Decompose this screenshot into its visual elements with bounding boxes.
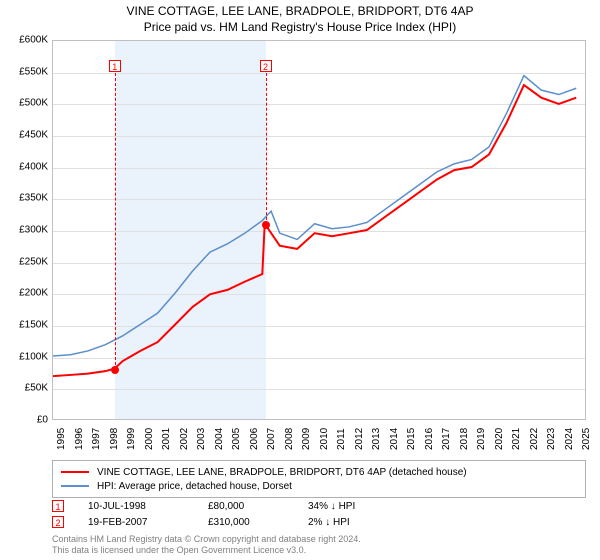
y-axis-label: £550K (2, 66, 48, 77)
x-axis-label: 1996 (74, 428, 85, 450)
x-axis-label: 2024 (564, 428, 575, 450)
chart-title-line1: VINE COTTAGE, LEE LANE, BRADPOLE, BRIDPO… (0, 4, 600, 18)
x-axis-label: 1995 (56, 428, 67, 450)
marker-pct: 2% ↓ HPI (308, 517, 418, 528)
marker-point-dot (262, 221, 270, 229)
legend-swatch (61, 471, 89, 473)
x-axis-label: 2021 (511, 428, 522, 450)
x-axis-label: 2022 (529, 428, 540, 450)
x-axis-label: 2015 (406, 428, 417, 450)
x-axis-label: 2023 (546, 428, 557, 450)
x-axis-label: 2007 (266, 428, 277, 450)
x-axis-label: 2005 (231, 428, 242, 450)
marker-price: £310,000 (208, 517, 308, 528)
marker-date: 10-JUL-1998 (88, 501, 208, 512)
y-axis-label: £0 (2, 415, 48, 426)
x-axis-label: 2004 (214, 428, 225, 450)
legend-box: VINE COTTAGE, LEE LANE, BRADPOLE, BRIDPO… (52, 460, 586, 498)
marker-dash-line (115, 73, 116, 370)
x-axis-label: 2014 (389, 428, 400, 450)
marker-price: £80,000 (208, 501, 308, 512)
x-axis-label: 2001 (161, 428, 172, 450)
y-axis-label: £300K (2, 225, 48, 236)
chart-title-line2: Price paid vs. HM Land Registry's House … (0, 20, 600, 34)
marker-id-box: 1 (52, 500, 64, 512)
footer-attribution: Contains HM Land Registry data © Crown c… (52, 534, 361, 556)
legend-swatch (61, 485, 89, 487)
y-axis-label: £500K (2, 98, 48, 109)
markers-row: 1 10-JUL-1998 £80,000 34% ↓ HPI (52, 498, 586, 514)
x-axis-label: 2020 (494, 428, 505, 450)
x-axis-label: 2010 (319, 428, 330, 450)
x-axis-label: 1997 (91, 428, 102, 450)
markers-table: 1 10-JUL-1998 £80,000 34% ↓ HPI 2 19-FEB… (52, 498, 586, 530)
marker-point-dot (111, 366, 119, 374)
x-axis-label: 2002 (179, 428, 190, 450)
chart-container: VINE COTTAGE, LEE LANE, BRADPOLE, BRIDPO… (0, 0, 600, 560)
x-axis-label: 2000 (144, 428, 155, 450)
legend-label: HPI: Average price, detached house, Dors… (97, 481, 292, 492)
x-axis-label: 2019 (476, 428, 487, 450)
x-axis-label: 1999 (126, 428, 137, 450)
x-axis-label: 2011 (336, 428, 347, 450)
x-axis-label: 2017 (441, 428, 452, 450)
marker-box: 2 (260, 60, 272, 72)
x-axis-label: 2025 (581, 428, 592, 450)
legend-item-hpi: HPI: Average price, detached house, Dors… (61, 479, 577, 493)
legend-item-price-paid: VINE COTTAGE, LEE LANE, BRADPOLE, BRIDPO… (61, 465, 577, 479)
x-axis-label: 2003 (196, 428, 207, 450)
x-axis-label: 1998 (109, 428, 120, 450)
x-axis-label: 2013 (371, 428, 382, 450)
marker-date: 19-FEB-2007 (88, 517, 208, 528)
marker-box: 1 (109, 60, 121, 72)
x-axis-label: 2009 (301, 428, 312, 450)
series-line-hpi (53, 76, 576, 356)
x-axis-label: 2012 (354, 428, 365, 450)
y-axis-label: £350K (2, 193, 48, 204)
legend-label: VINE COTTAGE, LEE LANE, BRADPOLE, BRIDPO… (97, 467, 467, 478)
y-axis-label: £400K (2, 161, 48, 172)
y-axis-label: £100K (2, 351, 48, 362)
y-axis-label: £50K (2, 383, 48, 394)
marker-id-box: 2 (52, 516, 64, 528)
x-axis-label: 2008 (284, 428, 295, 450)
chart-lines (53, 41, 585, 419)
footer-line2: This data is licensed under the Open Gov… (52, 545, 361, 556)
plot-area: 12 (52, 40, 586, 420)
x-axis-label: 2016 (424, 428, 435, 450)
marker-dash-line (266, 73, 267, 224)
y-axis-label: £600K (2, 35, 48, 46)
markers-row: 2 19-FEB-2007 £310,000 2% ↓ HPI (52, 514, 586, 530)
marker-pct: 34% ↓ HPI (308, 501, 418, 512)
y-axis-label: £150K (2, 320, 48, 331)
y-axis-label: £450K (2, 130, 48, 141)
x-axis-label: 2006 (249, 428, 260, 450)
x-axis-label: 2018 (459, 428, 470, 450)
footer-line1: Contains HM Land Registry data © Crown c… (52, 534, 361, 545)
y-axis-label: £250K (2, 256, 48, 267)
y-axis-label: £200K (2, 288, 48, 299)
